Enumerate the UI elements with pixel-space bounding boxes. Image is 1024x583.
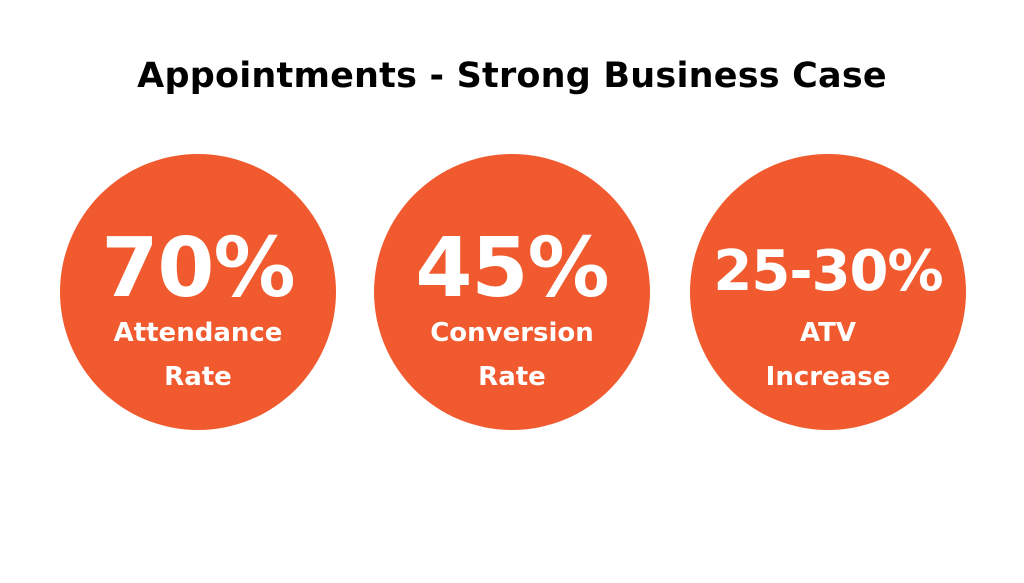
page-title: Appointments - Strong Business Case (137, 56, 887, 96)
stat-value: 70% (101, 221, 295, 316)
stat-label-line2: Rate (164, 362, 232, 392)
stat-value: 25-30% (713, 239, 943, 304)
stat-label-line1: Attendance (113, 318, 283, 348)
stat-circle-conversion: 45% Conversion Rate (374, 154, 650, 430)
stat-label-line2: Increase (765, 362, 891, 392)
stat-label-line2: Rate (478, 362, 546, 392)
stat-label-line1: ATV (800, 318, 856, 348)
stat-value: 45% (415, 221, 609, 316)
stat-circle-atv: 25-30% ATV Increase (690, 154, 966, 430)
stat-circle-attendance: 70% Attendance Rate (60, 154, 336, 430)
stat-label-line1: Conversion (430, 318, 594, 348)
